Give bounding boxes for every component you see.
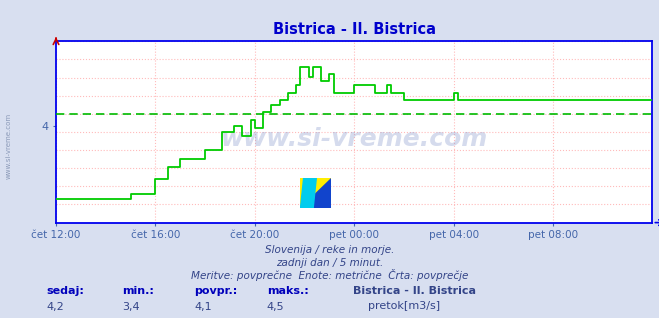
Text: 4,1: 4,1 [194, 302, 212, 312]
Text: povpr.:: povpr.: [194, 286, 238, 296]
Text: zadnji dan / 5 minut.: zadnji dan / 5 minut. [276, 258, 383, 267]
Text: 3,4: 3,4 [122, 302, 140, 312]
Title: Bistrica - Il. Bistrica: Bistrica - Il. Bistrica [273, 22, 436, 38]
Text: min.:: min.: [122, 286, 154, 296]
Text: Bistrica - Il. Bistrica: Bistrica - Il. Bistrica [353, 286, 476, 296]
Text: www.si-vreme.com: www.si-vreme.com [221, 127, 488, 151]
Text: 4,5: 4,5 [267, 302, 285, 312]
Text: www.si-vreme.com: www.si-vreme.com [5, 113, 12, 179]
Polygon shape [300, 178, 331, 208]
Text: 4,2: 4,2 [46, 302, 64, 312]
Polygon shape [301, 178, 316, 208]
Text: maks.:: maks.: [267, 286, 308, 296]
Polygon shape [300, 178, 331, 208]
Text: sedaj:: sedaj: [46, 286, 84, 296]
Text: Meritve: povprečne  Enote: metrične  Črta: povprečje: Meritve: povprečne Enote: metrične Črta:… [191, 269, 468, 281]
Text: pretok[m3/s]: pretok[m3/s] [368, 301, 440, 311]
Text: Slovenija / reke in morje.: Slovenija / reke in morje. [265, 245, 394, 255]
